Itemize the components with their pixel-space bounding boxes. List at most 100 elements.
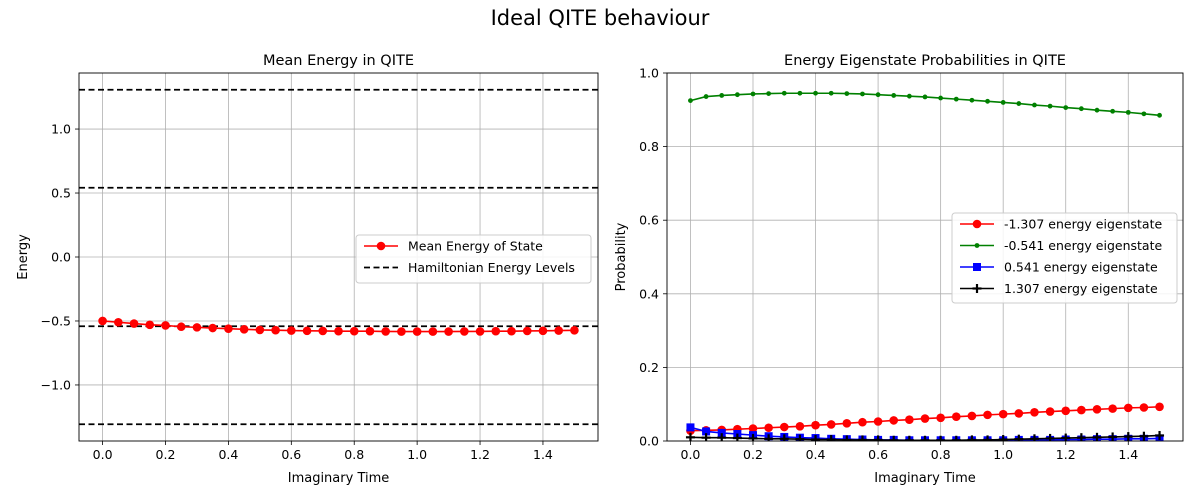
data-point <box>826 435 836 441</box>
legend-marker <box>973 263 981 271</box>
legend-marker <box>974 243 980 248</box>
legend: -1.307 energy eigenstate -0.541 energy ei… <box>951 212 1178 304</box>
data-point <box>491 326 501 336</box>
x-tick-label: 0.4 <box>806 447 826 462</box>
data-point <box>860 91 865 97</box>
data-point <box>412 327 422 336</box>
data-point <box>397 327 406 336</box>
data-point <box>685 432 695 441</box>
x-axis-label: Imaginary Time <box>288 471 390 486</box>
data-point <box>1155 430 1165 440</box>
data-point <box>475 327 485 336</box>
data-point <box>732 433 742 441</box>
data-point <box>1000 100 1006 105</box>
data-point <box>1045 407 1055 416</box>
data-point <box>1139 431 1149 441</box>
data-point <box>570 326 579 335</box>
data-point <box>114 317 123 327</box>
data-point <box>844 91 850 97</box>
series-group <box>685 90 1165 441</box>
legend-label: 1.307 energy eigenstate <box>1004 281 1158 296</box>
data-point <box>1078 106 1084 112</box>
data-point <box>828 90 834 96</box>
y-tick-label: 1.0 <box>639 66 659 81</box>
data-point <box>522 326 532 336</box>
data-point <box>857 435 867 441</box>
data-point <box>936 435 946 441</box>
data-point <box>938 95 944 101</box>
data-point <box>1125 109 1131 115</box>
data-point <box>428 327 438 336</box>
data-point <box>1110 108 1116 114</box>
data-point <box>334 326 343 336</box>
data-point <box>1061 406 1071 416</box>
data-point <box>271 325 280 335</box>
y-axis-label: Energy <box>16 234 31 280</box>
data-point <box>287 326 296 335</box>
data-point <box>1014 409 1024 418</box>
data-point <box>951 435 961 441</box>
data-point <box>702 427 711 436</box>
data-point <box>748 433 758 441</box>
legend: Mean Energy of State Hamiltonian Energy L… <box>355 234 592 284</box>
series-group <box>98 316 579 336</box>
data-point <box>1063 105 1069 110</box>
legend-label: -1.307 energy eigenstate <box>1004 217 1162 232</box>
data-point <box>224 324 233 333</box>
data-point <box>811 420 820 430</box>
data-point <box>905 415 914 424</box>
data-point <box>255 325 265 335</box>
data-point <box>983 435 993 441</box>
data-point <box>764 434 774 441</box>
data-point <box>1092 405 1102 414</box>
data-point <box>1077 405 1086 415</box>
data-point <box>764 423 773 433</box>
x-axis-label: Imaginary Time <box>874 471 976 486</box>
data-point <box>554 326 563 335</box>
y-tick-label: 1.0 <box>51 122 71 137</box>
data-point <box>797 90 803 96</box>
data-point <box>906 93 912 99</box>
data-point <box>891 93 897 98</box>
data-point <box>460 327 469 336</box>
data-point <box>239 324 249 334</box>
x-tick-label: 0.0 <box>681 447 701 462</box>
data-point <box>875 92 881 98</box>
data-point <box>826 420 836 429</box>
data-point <box>703 94 709 99</box>
axes-frame <box>666 72 1184 442</box>
legend-marker <box>376 241 386 251</box>
data-point <box>889 435 899 441</box>
data-point <box>686 423 695 432</box>
data-point <box>1030 407 1039 417</box>
y-tick-label: 0.0 <box>639 434 659 449</box>
x-tick-label: 1.2 <box>470 447 490 462</box>
data-point <box>1139 403 1149 412</box>
data-point <box>969 97 975 103</box>
y-tick-label: 0.6 <box>639 213 659 228</box>
legend-marker <box>972 219 982 229</box>
data-point <box>779 422 789 432</box>
data-point <box>145 320 155 330</box>
data-point <box>1123 432 1133 441</box>
data-point <box>208 323 217 333</box>
x-tick-label: 0.8 <box>344 447 364 462</box>
data-point <box>920 435 930 441</box>
x-tick-label: 1.0 <box>993 447 1013 462</box>
legend-label: 0.541 energy eigenstate <box>1004 260 1158 275</box>
data-point <box>98 316 107 326</box>
axes-frame <box>78 72 599 442</box>
chart-title: Mean Energy in QITE <box>263 53 414 69</box>
data-point <box>922 94 928 100</box>
data-point <box>779 434 789 441</box>
chart-title: Energy Eigenstate Probabilities in QITE <box>784 53 1066 69</box>
data-point <box>1061 433 1071 441</box>
data-point <box>688 98 693 103</box>
data-point <box>507 326 516 336</box>
data-point <box>381 327 390 336</box>
data-point <box>983 410 992 420</box>
y-tick-label: −0.5 <box>41 313 71 328</box>
data-point <box>781 90 787 96</box>
data-point <box>936 413 945 423</box>
figure-title: Ideal QITE behaviour <box>490 6 710 30</box>
